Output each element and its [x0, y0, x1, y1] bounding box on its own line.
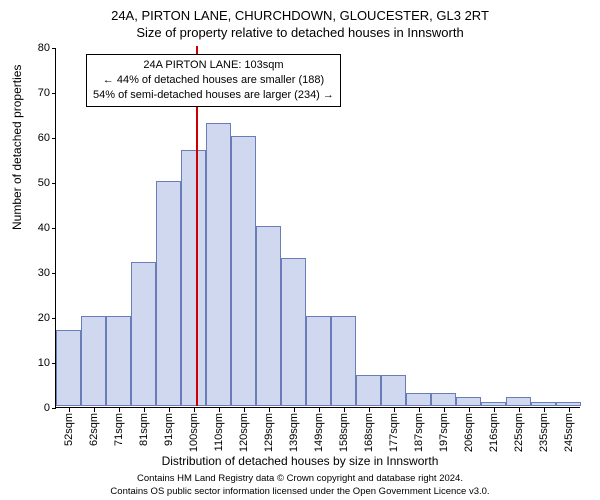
- x-tick-label: 225sqm: [513, 413, 525, 452]
- histogram-bar: [506, 397, 531, 406]
- y-tick-mark: [52, 273, 56, 274]
- x-tick-label: 168sqm: [363, 413, 375, 452]
- chart-title-main: 24A, PIRTON LANE, CHURCHDOWN, GLOUCESTER…: [0, 0, 600, 23]
- x-tick-mark: [144, 408, 145, 412]
- x-tick-label: 120sqm: [238, 413, 250, 452]
- y-tick-label: 80: [38, 42, 50, 54]
- x-tick-label: 216sqm: [488, 413, 500, 452]
- x-tick-mark: [569, 408, 570, 412]
- x-tick-mark: [544, 408, 545, 412]
- x-tick-label: 71sqm: [113, 413, 125, 446]
- x-tick-mark: [494, 408, 495, 412]
- y-tick-mark: [52, 228, 56, 229]
- x-tick-mark: [419, 408, 420, 412]
- x-tick-label: 100sqm: [188, 413, 200, 452]
- y-tick-label: 60: [38, 132, 50, 144]
- x-axis-label: Distribution of detached houses by size …: [0, 454, 600, 468]
- x-tick-label: 158sqm: [338, 413, 350, 452]
- y-tick-mark: [52, 408, 56, 409]
- annotation-line: ← 44% of detached houses are smaller (18…: [93, 73, 334, 88]
- x-tick-mark: [169, 408, 170, 412]
- x-tick-mark: [119, 408, 120, 412]
- histogram-bar: [331, 316, 356, 406]
- histogram-bar: [556, 402, 581, 407]
- y-tick-label: 0: [44, 402, 50, 414]
- x-tick-mark: [94, 408, 95, 412]
- x-tick-label: 235sqm: [538, 413, 550, 452]
- y-tick-mark: [52, 183, 56, 184]
- y-tick-mark: [52, 138, 56, 139]
- chart-title-sub: Size of property relative to detached ho…: [0, 23, 600, 40]
- x-tick-label: 62sqm: [88, 413, 100, 446]
- histogram-bar: [481, 402, 506, 407]
- histogram-bar: [456, 397, 481, 406]
- histogram-bar: [131, 262, 156, 406]
- x-tick-label: 206sqm: [463, 413, 475, 452]
- histogram-bar: [306, 316, 331, 406]
- histogram-bar: [406, 393, 431, 407]
- y-axis-label: Number of detached properties: [10, 65, 24, 230]
- y-tick-label: 70: [38, 87, 50, 99]
- annotation-box: 24A PIRTON LANE: 103sqm← 44% of detached…: [86, 54, 341, 107]
- histogram-bar: [431, 393, 456, 407]
- x-tick-label: 91sqm: [163, 413, 175, 446]
- x-tick-label: 81sqm: [138, 413, 150, 446]
- x-tick-mark: [319, 408, 320, 412]
- y-tick-label: 40: [38, 222, 50, 234]
- footer-line2: Contains OS public sector information li…: [0, 486, 600, 498]
- histogram-bar: [156, 181, 181, 406]
- x-tick-label: 197sqm: [438, 413, 450, 452]
- x-tick-label: 187sqm: [413, 413, 425, 452]
- histogram-bar: [381, 375, 406, 407]
- x-tick-label: 139sqm: [288, 413, 300, 452]
- x-tick-mark: [194, 408, 195, 412]
- plot: 0102030405060708052sqm62sqm71sqm81sqm91s…: [55, 48, 580, 408]
- y-tick-label: 20: [38, 312, 50, 324]
- x-tick-label: 129sqm: [263, 413, 275, 452]
- x-tick-mark: [394, 408, 395, 412]
- y-tick-label: 10: [38, 357, 50, 369]
- x-tick-label: 52sqm: [63, 413, 75, 446]
- footer: Contains HM Land Registry data © Crown c…: [0, 473, 600, 498]
- y-tick-mark: [52, 93, 56, 94]
- x-tick-mark: [344, 408, 345, 412]
- y-tick-label: 30: [38, 267, 50, 279]
- x-tick-label: 177sqm: [388, 413, 400, 452]
- annotation-line: 54% of semi-detached houses are larger (…: [93, 88, 334, 103]
- y-tick-mark: [52, 48, 56, 49]
- x-tick-mark: [469, 408, 470, 412]
- x-tick-mark: [294, 408, 295, 412]
- footer-line1: Contains HM Land Registry data © Crown c…: [0, 473, 600, 485]
- x-tick-mark: [69, 408, 70, 412]
- histogram-bar: [206, 123, 231, 407]
- annotation-line: 24A PIRTON LANE: 103sqm: [93, 58, 334, 73]
- x-tick-mark: [444, 408, 445, 412]
- histogram-bar: [281, 258, 306, 407]
- x-tick-label: 110sqm: [213, 413, 225, 451]
- histogram-bar: [531, 402, 556, 407]
- x-tick-mark: [269, 408, 270, 412]
- chart-container: 24A, PIRTON LANE, CHURCHDOWN, GLOUCESTER…: [0, 0, 600, 500]
- histogram-bar: [231, 136, 256, 406]
- histogram-bar: [181, 150, 206, 407]
- chart-area: 0102030405060708052sqm62sqm71sqm81sqm91s…: [55, 48, 580, 408]
- x-tick-mark: [369, 408, 370, 412]
- x-tick-mark: [219, 408, 220, 412]
- histogram-bar: [81, 316, 106, 406]
- y-tick-label: 50: [38, 177, 50, 189]
- histogram-bar: [356, 375, 381, 407]
- x-tick-mark: [519, 408, 520, 412]
- x-tick-label: 149sqm: [313, 413, 325, 452]
- x-tick-label: 245sqm: [563, 413, 575, 452]
- y-tick-mark: [52, 318, 56, 319]
- histogram-bar: [106, 316, 131, 406]
- histogram-bar: [256, 226, 281, 406]
- histogram-bar: [56, 330, 81, 407]
- x-tick-mark: [244, 408, 245, 412]
